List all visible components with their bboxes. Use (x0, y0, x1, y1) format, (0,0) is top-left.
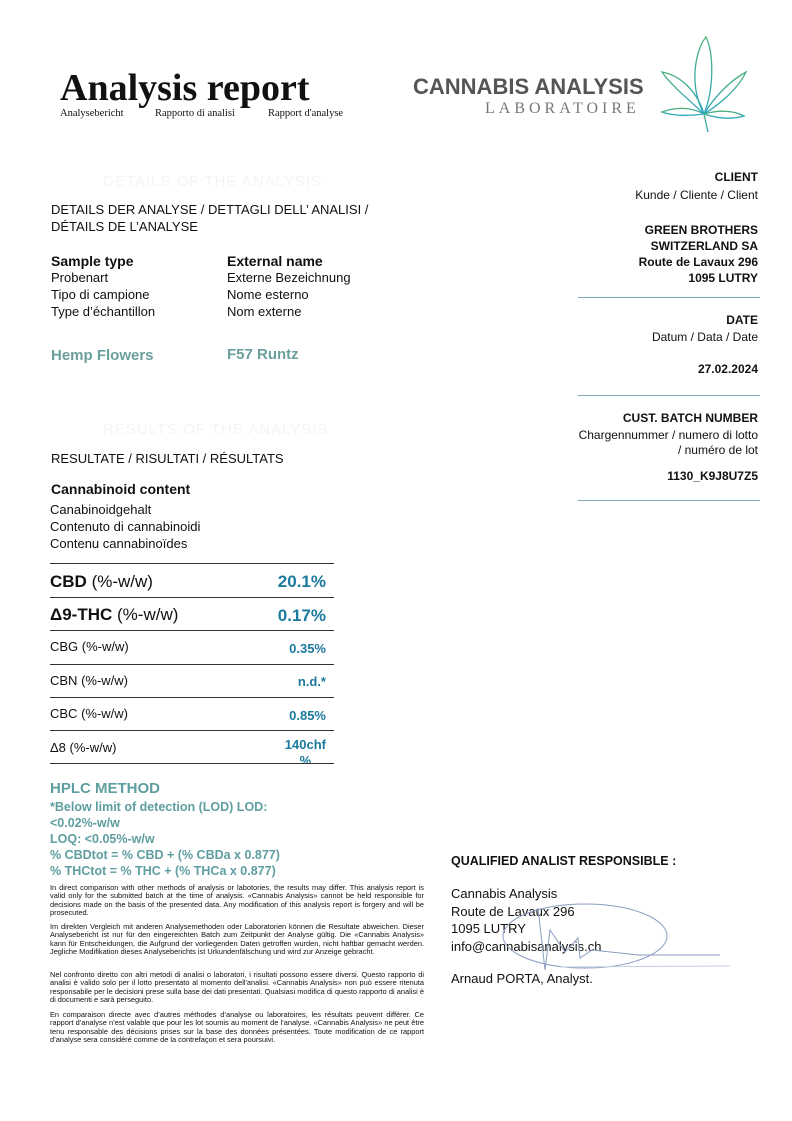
sample-type-translations: Probenart Tipo di campione Type d’échant… (51, 269, 155, 320)
cannabinoid-value: 0.35% (289, 641, 326, 656)
cannabinoid-name: CBC (50, 706, 78, 721)
hplc-method-title: HPLC METHOD (50, 780, 160, 797)
sample-type-label: Sample type (51, 253, 134, 269)
date-label: DATE (726, 313, 758, 327)
lod-line: *Below limit of detection (LOD) LOD: (50, 800, 268, 814)
logo-line2: LABORATOIRE (485, 100, 640, 117)
divider (578, 395, 760, 396)
details-ghost-heading: DETAILS OF THE ANALYSIS (103, 173, 322, 190)
lab-name: Cannabis Analysis (451, 886, 558, 901)
translation-de: Externe Bezeichnung (227, 270, 351, 285)
external-name-value: F57 Runtz (227, 346, 299, 363)
cannabinoid-value: 0.85% (289, 708, 326, 723)
translation-fr: Contenu cannabinoïdes (50, 536, 188, 551)
cbdtot-formula: % CBDtot = % CBD + (% CBDa x 0.877) (50, 848, 280, 862)
batch-label: CUST. BATCH NUMBER (622, 411, 758, 425)
result-row-cbg: CBG (%-w/w) 0.35% (50, 631, 334, 665)
translation-it: Nome esterno (227, 287, 309, 302)
subtitle-de: Analysebericht (60, 108, 124, 119)
page-title: Analysis report (60, 67, 310, 109)
results-ghost-heading: RESULTS OF THE ANALYSIS (103, 421, 329, 438)
subtitle-it: Rapporto di analisi (155, 108, 235, 119)
value-text: 140chf (284, 737, 326, 752)
unit: (%-w/w) (112, 605, 179, 624)
disclaimer-de: Im direkten Vergleich mit anderen Analys… (50, 922, 424, 957)
client-translations: Kunde / Cliente / Client (635, 188, 758, 202)
translation-de: Canabinoidgehalt (50, 502, 152, 517)
cannabinoid-name: CBN (50, 673, 78, 688)
disclaimer-fr: En comparaison directe avec d’autres mét… (50, 1010, 424, 1045)
translation-fr: Type d’échantillon (51, 304, 156, 319)
client-street: Route de Lavaux 296 (638, 255, 758, 269)
external-name-translations: Externe Bezeichnung Nome esterno Nom ext… (227, 269, 351, 320)
cannabinoid-name: Δ8 (50, 740, 66, 755)
logo: CANNABIS ANALYSIS LABORATOIRE (413, 74, 644, 118)
results-heading: RESULTATE / RISULTATI / RÉSULTATS (51, 451, 284, 466)
unit: (%-w/w) (77, 706, 128, 721)
client-label: CLIENT (714, 170, 758, 184)
date-value: 27.02.2024 (697, 362, 758, 376)
translation-fr: Nom externe (227, 304, 302, 319)
unit: (%-w/w) (77, 673, 128, 688)
translation-it: Tipo di campione (51, 287, 150, 302)
translation-de: Probenart (51, 270, 109, 285)
logo-line1: CANNABIS ANALYSIS (413, 74, 644, 99)
cannabinoid-name: CBG (50, 639, 79, 654)
batch-translation-1: Chargennummer / numero di lotto (578, 428, 758, 442)
cannabinoid-name: Δ9-THC (50, 605, 113, 624)
cannabinoid-name: CBD (50, 572, 87, 591)
client-address: GREEN BROTHERS SWITZERLAND SA Route de L… (639, 222, 758, 286)
hplc-method-notes: *Below limit of detection (LOD) LOD: <0.… (50, 799, 280, 879)
analyst-heading: QUALIFIED ANALIST RESPONSIBLE : (451, 854, 677, 868)
sample-type-value: Hemp Flowers (51, 347, 154, 364)
result-row-cbc: CBC (%-w/w) 0.85% (50, 698, 334, 731)
client-name-2: SWITZERLAND SA (650, 239, 758, 253)
cannabinoid-value: 140chf% (284, 737, 326, 764)
translation-it: Contenuto di cannabinoidi (50, 519, 201, 534)
lab-city: 1095 LUTRY (451, 921, 526, 936)
result-row-d8: Δ8 (%-w/w) 140chf% (50, 731, 334, 764)
result-row-cbn: CBN (%-w/w) n.d.* (50, 665, 334, 698)
batch-translation-2: / numéro de lot (677, 443, 758, 457)
unit: (%-w/w) (86, 572, 153, 591)
result-row-cbd: CBD (%-w/w) 20.1% (50, 564, 334, 598)
analyst-signature-name: Arnaud PORTA, Analyst. (451, 971, 593, 986)
signature-icon (502, 903, 731, 971)
result-row-d9-thc: Δ9-THC (%-w/w) 0.17% (50, 598, 334, 631)
analyst-address: Cannabis Analysis Route de Lavaux 296 10… (451, 885, 602, 955)
batch-translations: Chargennummer / numero di lotto / numéro… (579, 428, 758, 458)
batch-value: 1130_K9J8U7Z5 (667, 469, 758, 483)
date-translations: Datum / Data / Date (651, 330, 758, 344)
results-table-top-border (50, 563, 334, 564)
loq-line: LOQ: <0.05%-w/w (50, 832, 155, 846)
divider (578, 500, 760, 501)
client-city: 1095 LUTRY (688, 271, 758, 285)
thctot-formula: % THCtot = % THC + (% THCa x 0.877) (50, 864, 276, 878)
cannabinoid-value: n.d.* (297, 674, 326, 689)
details-heading: DETAILS DER ANALYSE / DETTAGLI DELL’ ANA… (51, 202, 369, 234)
cannabis-leaf-icon (660, 35, 748, 133)
cannabinoid-value: 0.17% (277, 606, 326, 625)
lod-value: <0.02%-w/w (50, 816, 120, 830)
unit: (%-w/w) (78, 639, 129, 654)
value-overflow: % (299, 753, 312, 764)
disclaimer-en: In direct comparison with other methods … (50, 883, 424, 918)
divider (578, 297, 760, 298)
cannabinoid-value: 20.1% (277, 572, 326, 591)
unit: (%-w/w) (65, 740, 117, 755)
external-name-label: External name (227, 253, 323, 269)
cannabinoid-content-label: Cannabinoid content (51, 481, 191, 497)
subtitle-fr: Rapport d'analyse (268, 108, 344, 119)
lab-street: Route de Lavaux 296 (451, 903, 575, 919)
disclaimer-it: Nel confronto diretto con altri metodi d… (50, 970, 424, 1005)
client-name: GREEN BROTHERS (644, 223, 758, 237)
cannabinoid-content-translations: Canabinoidgehalt Contenuto di cannabinoi… (50, 501, 200, 552)
